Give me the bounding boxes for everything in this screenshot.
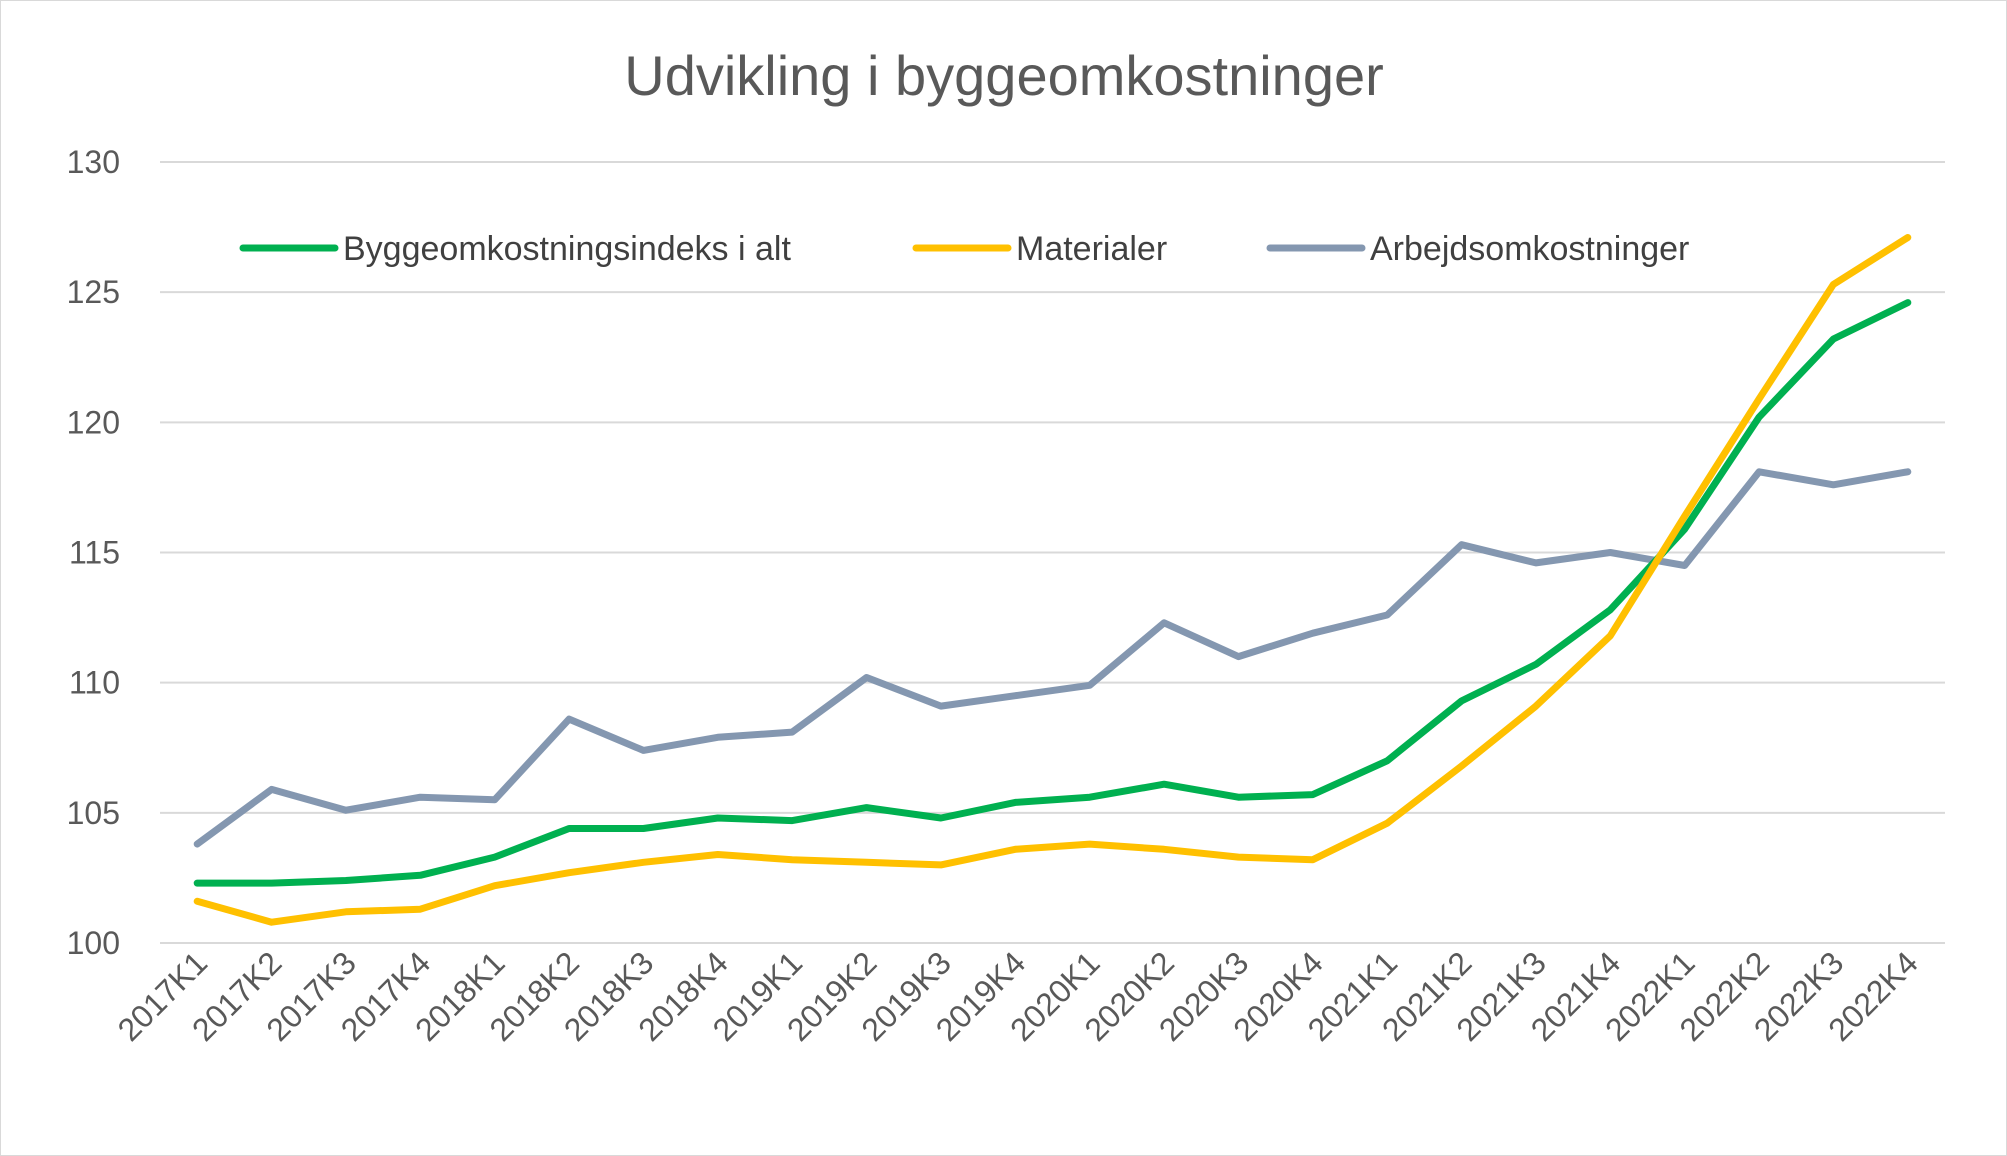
y-tick-label: 125 xyxy=(67,274,120,310)
y-tick-label: 105 xyxy=(67,795,120,831)
y-tick-label: 110 xyxy=(69,665,120,701)
legend-label: Arbejdsomkostninger xyxy=(1370,230,1689,268)
legend-label: Materialer xyxy=(1016,230,1167,268)
series-line xyxy=(193,468,1912,848)
x-axis-ticks: 2017K12017K22017K32017K42018K12018K22018… xyxy=(111,944,1925,1047)
legend: Byggeomkostningsindeks i alt Materialer Ar… xyxy=(239,230,1689,268)
y-tick-label: 120 xyxy=(67,404,120,440)
series-lines xyxy=(193,234,1912,926)
gridlines xyxy=(160,161,1945,944)
y-axis-ticks: 100 105 110 115 120 125 130 xyxy=(67,144,120,961)
y-tick-label: 115 xyxy=(69,535,120,571)
y-tick-label: 130 xyxy=(67,144,120,180)
legend-label: Byggeomkostningsindeks i alt xyxy=(343,230,791,268)
series-line xyxy=(193,234,1912,926)
y-tick-label: 100 xyxy=(67,925,120,961)
series-line xyxy=(193,299,1912,887)
chart-title: Udvikling i byggeomkostninger xyxy=(624,44,1384,107)
